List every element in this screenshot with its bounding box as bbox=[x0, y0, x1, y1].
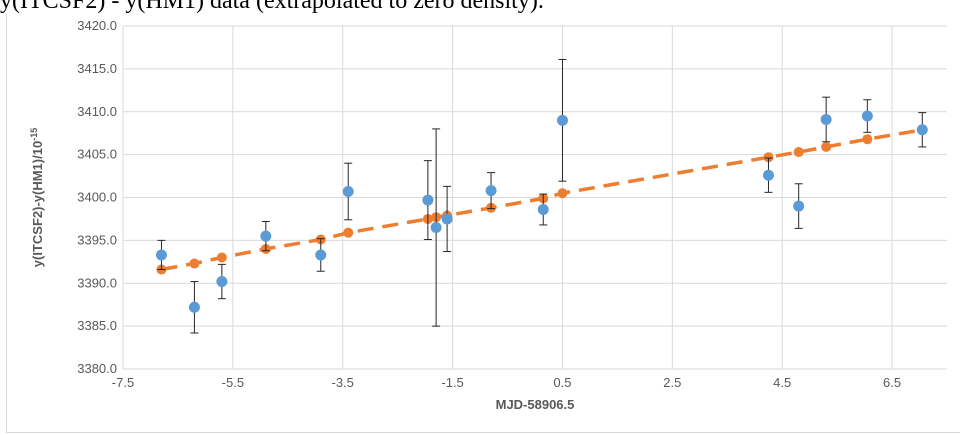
data-point bbox=[260, 230, 272, 242]
gridlines bbox=[122, 25, 947, 370]
data-point bbox=[155, 249, 167, 261]
y-tick-label: 3420.0 bbox=[77, 18, 117, 33]
y-tick-labels: 3380.0 3385.0 3390.0 3395.0 3400.0 3405.0 3410… bbox=[77, 18, 117, 376]
x-tick-label: -7.5 bbox=[112, 375, 134, 390]
x-tick-label: 6.5 bbox=[883, 375, 901, 390]
data-point bbox=[216, 276, 228, 288]
data-point bbox=[441, 213, 453, 225]
x-tick-label: 2.5 bbox=[663, 375, 681, 390]
x-tick-label: -3.5 bbox=[332, 375, 354, 390]
fit-series bbox=[156, 124, 928, 275]
y-tick-label: 3410.0 bbox=[77, 104, 117, 119]
data-point bbox=[537, 204, 549, 216]
fit-point bbox=[216, 252, 227, 263]
y-axis-title: y(ITCSF2)-y(HM1)/10-15 bbox=[29, 128, 45, 267]
fit-point bbox=[821, 141, 832, 152]
x-tick-label: -1.5 bbox=[441, 375, 463, 390]
y-tick-label: 3385.0 bbox=[77, 318, 117, 333]
data-point bbox=[422, 194, 434, 206]
data-point bbox=[762, 169, 774, 181]
data-point bbox=[315, 249, 327, 261]
y-tick-label: 3395.0 bbox=[77, 232, 117, 247]
fit-point bbox=[557, 188, 568, 199]
y-tick-label: 3380.0 bbox=[77, 361, 117, 376]
chart-frame bbox=[6, 14, 960, 433]
fit-point bbox=[343, 227, 354, 238]
x-tick-label: 0.5 bbox=[553, 375, 571, 390]
y-tick-label: 3405.0 bbox=[77, 147, 117, 162]
data-point bbox=[556, 114, 568, 126]
data-point bbox=[485, 185, 497, 197]
x-tick-label: 4.5 bbox=[773, 375, 791, 390]
fit-point bbox=[793, 147, 804, 158]
x-axis-title: MJD-58906.5 bbox=[496, 397, 575, 412]
caption-text: y(ITCSF2) - y(HM1) data (extrapolated to… bbox=[0, 0, 544, 14]
data-point bbox=[916, 124, 928, 136]
fit-point bbox=[763, 152, 774, 163]
y-axis-exponent: -15 bbox=[29, 128, 39, 141]
data-point bbox=[861, 110, 873, 122]
data-points bbox=[155, 110, 928, 313]
data-point bbox=[430, 222, 442, 234]
data-point bbox=[342, 185, 354, 197]
data-point bbox=[188, 301, 200, 313]
data-point bbox=[820, 113, 832, 125]
y-tick-label: 3390.0 bbox=[77, 275, 117, 290]
data-point bbox=[793, 200, 805, 212]
y-tick-label: 3415.0 bbox=[77, 61, 117, 76]
x-tick-labels: -7.5 -5.5 -3.5 -1.5 0.5 2.5 4.5 6.5 bbox=[112, 375, 901, 390]
fit-point bbox=[189, 258, 200, 269]
y-tick-label: 3400.0 bbox=[77, 190, 117, 205]
fit-point bbox=[862, 134, 873, 145]
x-tick-label: -5.5 bbox=[222, 375, 244, 390]
